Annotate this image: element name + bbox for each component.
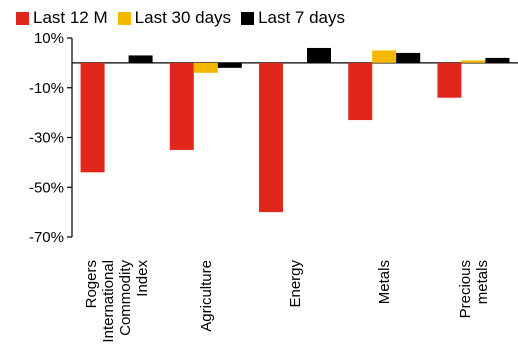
bar-last-30-days-3 — [372, 50, 397, 63]
bar-last-7-days-3 — [396, 52, 421, 63]
legend-label: Last 12 M — [33, 8, 108, 27]
category-label: Index — [134, 260, 151, 297]
bar-last-7-days-1 — [217, 62, 242, 68]
category-label: Metals — [376, 260, 393, 304]
legend-swatch — [241, 11, 255, 25]
bar-last-7-days-4 — [485, 57, 510, 63]
bar-last-7-days-0 — [128, 55, 153, 63]
legend-item-2: Last 7 days — [241, 8, 345, 28]
legend-label: Last 7 days — [258, 8, 346, 27]
y-tick-label: 10% — [34, 30, 64, 47]
bar-last-30-days-4 — [461, 60, 486, 63]
legend-item-0: Last 12 M — [16, 8, 108, 28]
category-label: Rogers — [83, 260, 100, 308]
y-tick-label: -70% — [29, 229, 64, 246]
category-label: International — [100, 260, 117, 343]
legend: Last 12 M Last 30 days Last 7 days — [0, 8, 518, 28]
y-tick-label: -50% — [29, 179, 64, 196]
legend-item-1: Last 30 days — [117, 8, 232, 28]
bar-last-12-m-2 — [259, 62, 283, 213]
bar-last-12-m-3 — [348, 62, 373, 121]
category-label: metals — [474, 260, 491, 304]
category-label: Precious — [457, 260, 474, 318]
category-label: Commodity — [117, 260, 134, 336]
legend-label: Last 30 days — [134, 8, 232, 27]
bar-last-12-m-4 — [437, 62, 462, 98]
bar-last-12-m-1 — [169, 62, 194, 150]
category-label: Energy — [287, 260, 304, 308]
bar-last-12-m-0 — [80, 62, 105, 173]
category-label: Agriculture — [198, 260, 215, 332]
legend-swatch — [16, 11, 29, 25]
bar-last-7-days-2 — [307, 47, 331, 63]
bar-last-30-days-1 — [193, 62, 218, 73]
y-tick-label: -10% — [29, 80, 64, 97]
y-tick-label: -30% — [29, 130, 64, 147]
legend-swatch — [117, 11, 131, 25]
